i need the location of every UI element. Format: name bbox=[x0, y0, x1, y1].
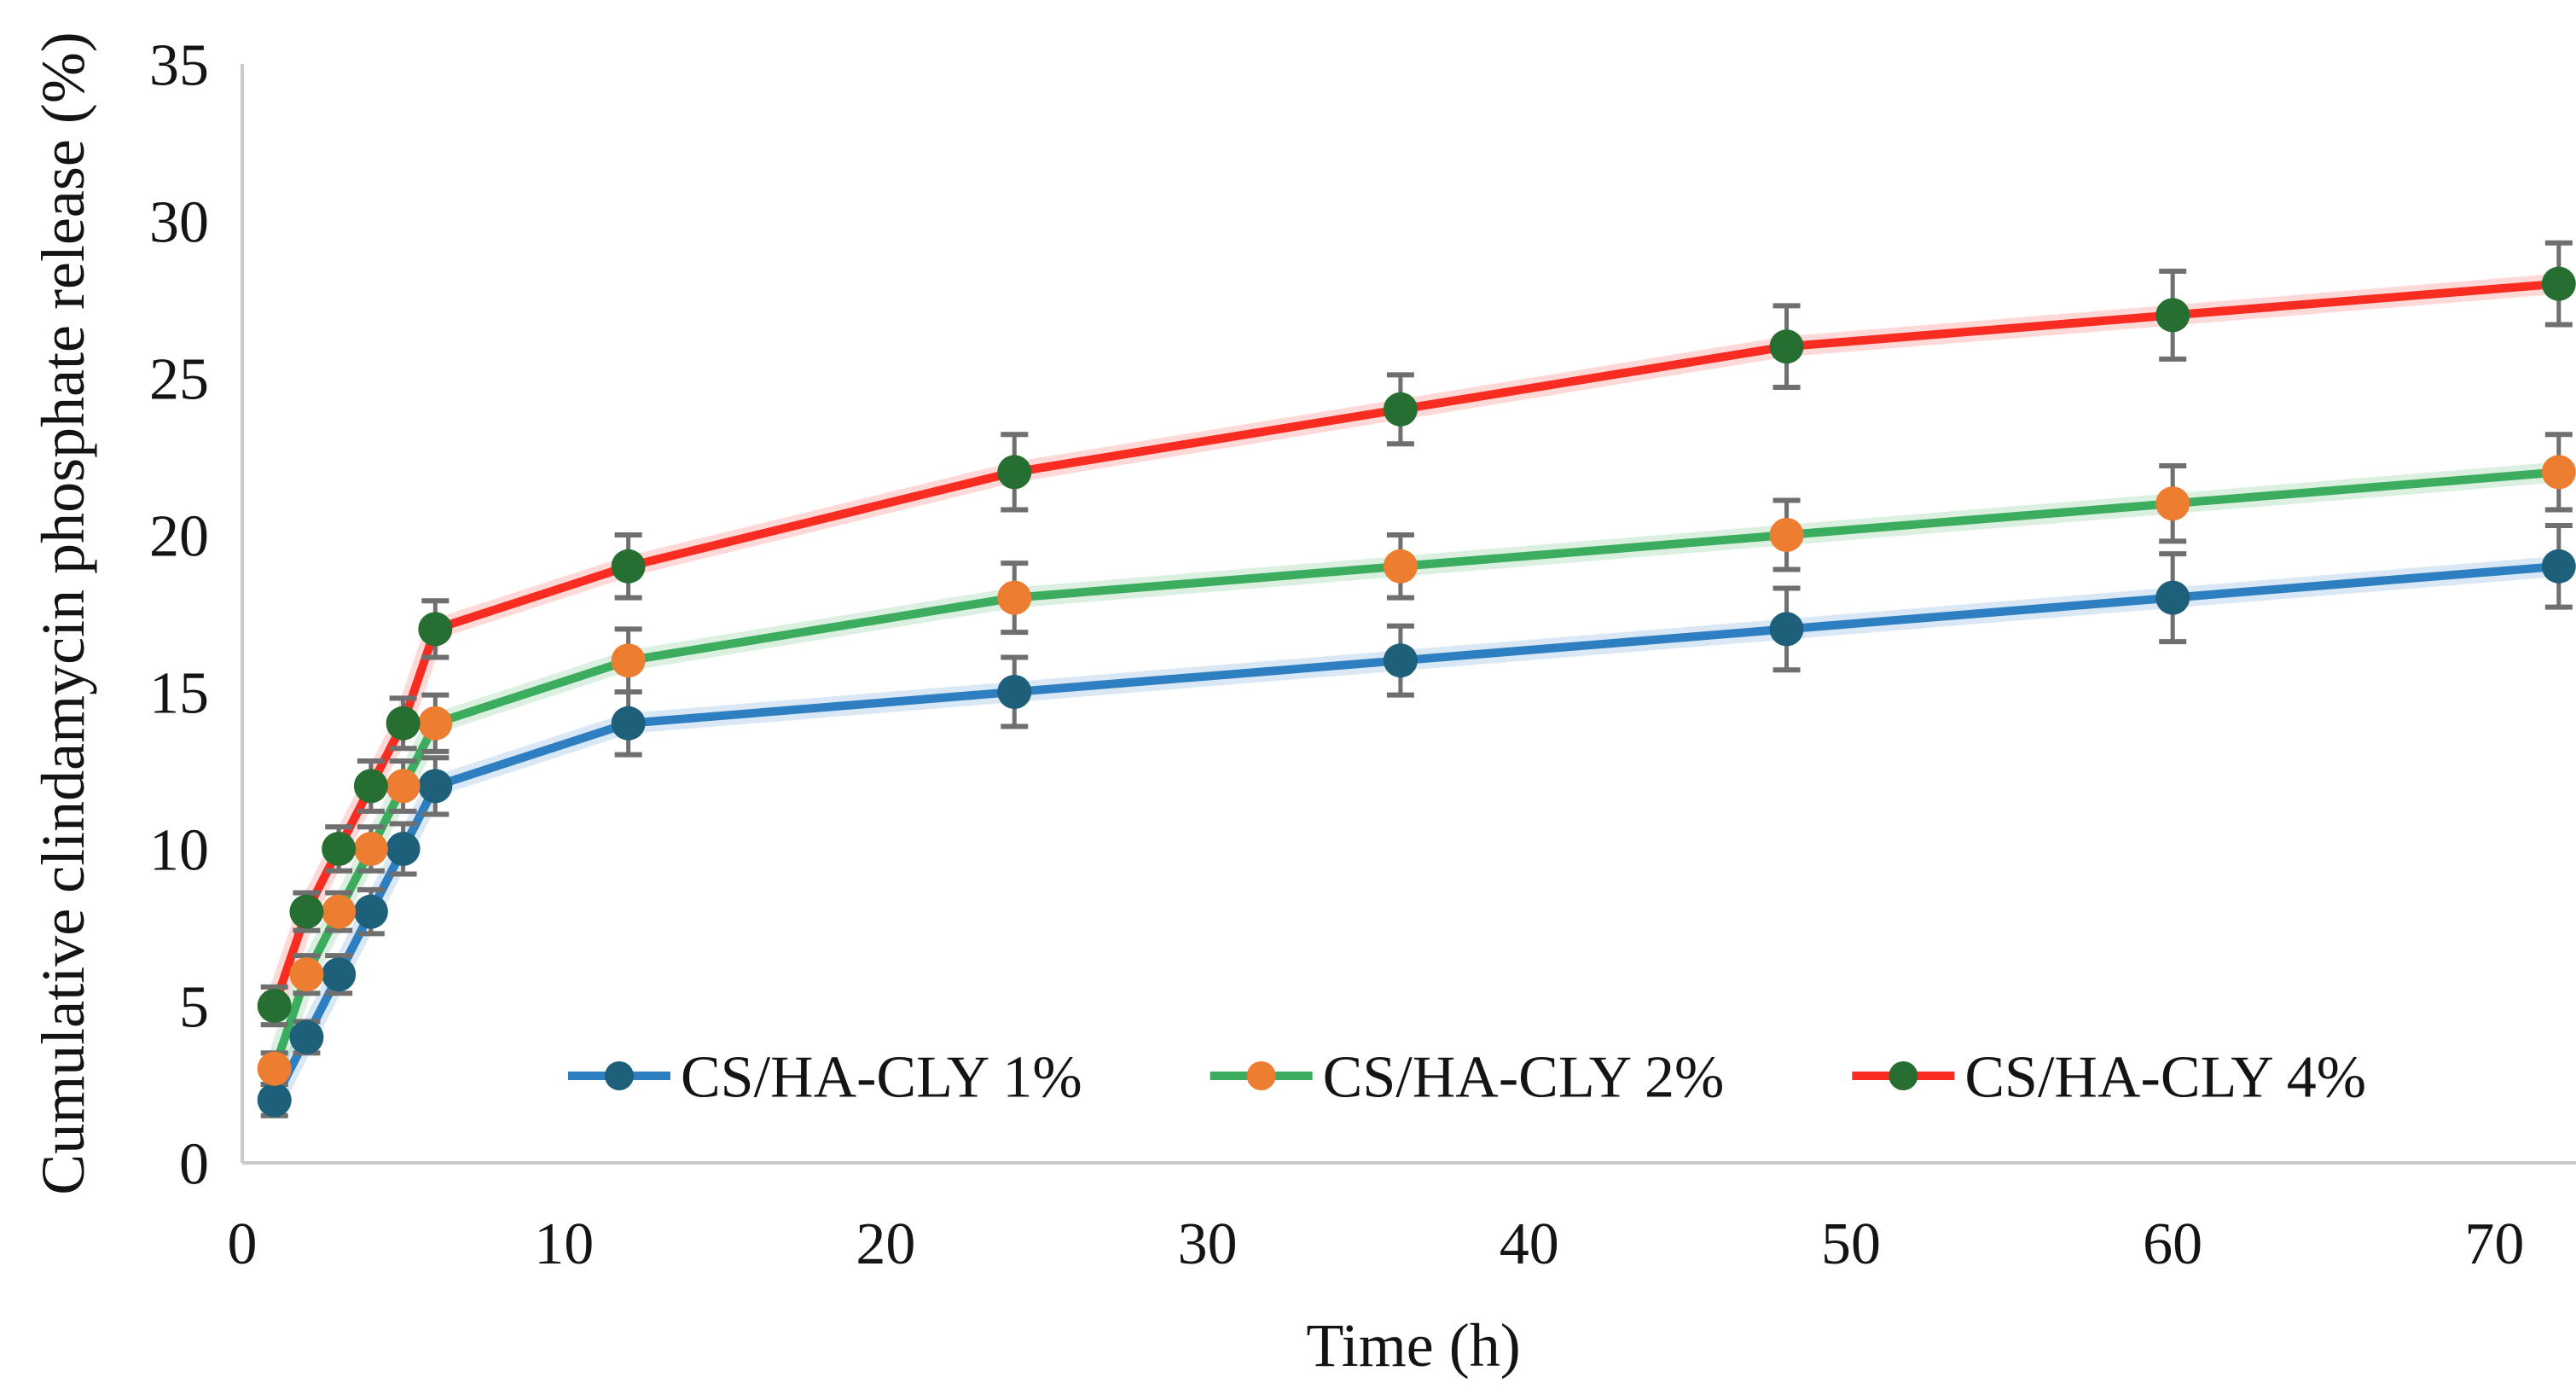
y-tick-label: 25 bbox=[149, 347, 209, 413]
legend-label: CS/HA-CLY 1% bbox=[681, 1045, 1082, 1111]
series-line-0 bbox=[270, 561, 2563, 1105]
legend-item: CS/HA-CLY 1% bbox=[567, 1045, 1082, 1111]
legend-symbol-marker bbox=[604, 1061, 634, 1090]
data-point-marker-0 bbox=[1769, 612, 1804, 647]
data-point-marker-1 bbox=[611, 643, 646, 678]
y-axis-title: Cumulative clindamycin phosphate release… bbox=[34, 32, 97, 1195]
data-point-marker-1 bbox=[386, 769, 421, 804]
data-point-marker-2 bbox=[2155, 298, 2190, 333]
data-point-marker-1 bbox=[1383, 549, 1418, 584]
drug-release-figure: Cumulative clindamycin phosphate release… bbox=[34, 14, 2576, 1386]
y-tick-label: 35 bbox=[149, 33, 209, 99]
legend-label: CS/HA-CLY 2% bbox=[1323, 1045, 1725, 1111]
x-tick-label: 60 bbox=[2143, 1211, 2202, 1277]
data-point-marker-1 bbox=[418, 706, 453, 741]
data-point-marker-0 bbox=[997, 675, 1032, 709]
data-point-marker-1 bbox=[2155, 486, 2190, 521]
series-line-halo-0 bbox=[264, 555, 2569, 1111]
data-point-marker-1 bbox=[289, 957, 324, 992]
x-tick-label: 20 bbox=[856, 1211, 915, 1277]
data-point-marker-0 bbox=[1383, 643, 1418, 678]
data-point-marker-1 bbox=[322, 894, 357, 929]
data-point-marker-0 bbox=[257, 1083, 292, 1118]
y-tick-label: 10 bbox=[149, 818, 209, 884]
data-point-marker-2 bbox=[997, 455, 1032, 490]
x-tick-label: 30 bbox=[1178, 1211, 1238, 1277]
y-tick-label: 15 bbox=[149, 661, 209, 727]
data-point-marker-0 bbox=[322, 957, 357, 992]
y-tick-label: 5 bbox=[179, 975, 209, 1041]
cumulative-release-line-chart: Cumulative clindamycin phosphate release… bbox=[34, 32, 2576, 1380]
legend-symbol-marker bbox=[1888, 1061, 1918, 1090]
data-point-marker-2 bbox=[322, 832, 357, 866]
series-line-2 bbox=[270, 279, 2563, 1010]
legend: CS/HA-CLY 1% CS/HA-CLY 2% CS/HA-CLY 4% bbox=[567, 1045, 2366, 1111]
data-point-marker-0 bbox=[611, 706, 646, 741]
x-tick-label: 0 bbox=[228, 1211, 258, 1277]
data-point-marker-2 bbox=[257, 989, 292, 1023]
data-point-marker-2 bbox=[1769, 329, 1804, 364]
x-tick-label: 70 bbox=[2464, 1211, 2524, 1277]
legend-symbol-marker bbox=[1246, 1061, 1276, 1090]
data-point-marker-0 bbox=[2155, 580, 2190, 615]
legend-item: CS/HA-CLY 2% bbox=[1210, 1045, 1725, 1111]
series-line-halo-2 bbox=[264, 273, 2569, 1016]
y-tick-label: 0 bbox=[179, 1132, 209, 1198]
data-point-marker-2 bbox=[289, 894, 324, 929]
data-point-marker-1 bbox=[2541, 455, 2576, 490]
data-point-marker-1 bbox=[353, 832, 388, 866]
data-point-marker-0 bbox=[289, 1020, 324, 1054]
data-point-marker-1 bbox=[997, 580, 1032, 615]
data-point-marker-0 bbox=[386, 832, 421, 866]
data-point-marker-2 bbox=[353, 769, 388, 804]
data-point-marker-0 bbox=[2541, 549, 2576, 584]
x-tick-label: 40 bbox=[1500, 1211, 1559, 1277]
data-point-marker-2 bbox=[1383, 392, 1418, 427]
y-tick-label: 20 bbox=[149, 504, 209, 570]
data-point-marker-2 bbox=[418, 612, 453, 647]
legend-label: CS/HA-CLY 4% bbox=[1964, 1045, 2366, 1111]
x-axis-title: Time (h) bbox=[1306, 1311, 1520, 1380]
x-tick-label: 10 bbox=[534, 1211, 594, 1277]
data-point-marker-0 bbox=[353, 894, 388, 929]
plot-area: 0 5 10 15 20 25 30 35 0 10 20 30 40 50 60 70 CS/HA-CLY 1… bbox=[149, 33, 2576, 1277]
x-tick-label: 50 bbox=[1821, 1211, 1881, 1277]
data-point-marker-0 bbox=[418, 769, 453, 804]
data-point-marker-1 bbox=[1769, 518, 1804, 552]
data-point-marker-2 bbox=[611, 549, 646, 584]
data-point-marker-1 bbox=[257, 1051, 292, 1086]
y-tick-label: 30 bbox=[149, 190, 209, 256]
legend-item: CS/HA-CLY 4% bbox=[1852, 1045, 2366, 1111]
data-point-marker-2 bbox=[386, 706, 421, 741]
data-point-marker-2 bbox=[2541, 266, 2576, 301]
